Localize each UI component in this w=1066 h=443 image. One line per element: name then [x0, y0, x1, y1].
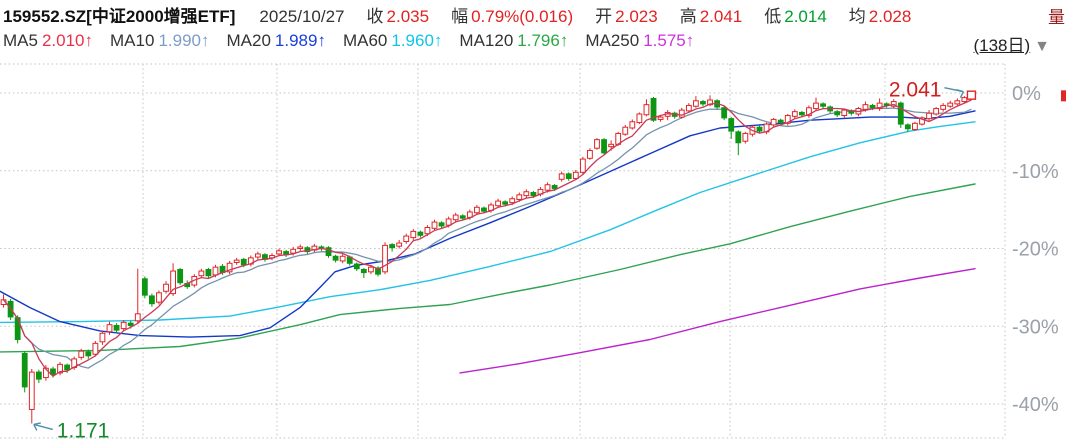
ma-legend-value: 1.960↑: [391, 31, 443, 50]
ma250-line: [459, 268, 976, 374]
ma-legend-value: 1.989↑: [274, 31, 326, 50]
ma-legend-item: MA120 1.796↑: [459, 31, 568, 50]
quote-field-label: 均: [848, 7, 866, 26]
y-axis-tick-label: -20%: [1012, 239, 1059, 261]
quote-field-label: 高: [679, 7, 697, 26]
ma10-line: [2, 107, 972, 369]
ma-legend-item: MA20 1.989↑: [226, 31, 325, 50]
quote-field-value: 2.041: [699, 7, 743, 26]
quote-field-value: 2.023: [615, 7, 658, 26]
ma-legend-value: 1.796↑: [517, 31, 569, 50]
ma-legend-label: MA120: [459, 31, 514, 50]
ma-legend-label: MA60: [342, 31, 388, 50]
ma20-line: [0, 110, 976, 338]
ma-legend-item: MA250 1.575↑: [585, 31, 694, 50]
quote-field: 高 2.041: [680, 7, 743, 26]
quote-date: 2025/10/27: [259, 7, 345, 26]
quote-field-label: 幅: [451, 7, 469, 26]
quote-field-label: 开: [595, 7, 613, 26]
quote-header-row: 159552.SZ[中证2000增强ETF] 2025/10/27 收 2.035…: [3, 2, 1066, 27]
axis-current-price-tag: [1061, 90, 1066, 102]
y-axis-tick-label: 0%: [1012, 83, 1041, 105]
ma120-line: [0, 183, 976, 353]
annotations-layer: 1.171 2.041: [33, 79, 1066, 442]
low-price-annotation: 1.171: [57, 419, 110, 442]
quote-field: 低 2.014: [764, 7, 827, 26]
ma60-line: [0, 121, 976, 324]
ma-legend-item: MA10 1.990↑: [110, 31, 209, 50]
ma5-line: [2, 99, 972, 377]
ma-legend-item: MA5 2.010↑: [3, 31, 93, 50]
quote-field: 均 2.028: [849, 7, 912, 26]
ma-legend-value: 1.575↑: [643, 31, 695, 50]
quote-field-value: 2.014: [784, 7, 827, 26]
quote-fields: 收 2.035 幅 0.79%(0.016) 开 2.023 高 2.041 低 2.014 均 2.…: [345, 2, 912, 27]
ma-legend-label: MA10: [110, 31, 155, 50]
ticker-name: 159552.SZ[中证2000增强ETF]: [3, 7, 236, 26]
last-price-marker: [966, 90, 977, 100]
dropdown-caret-icon[interactable]: ▼: [1034, 38, 1050, 55]
ma-legend-label: MA250: [585, 31, 640, 50]
ma-legend-row: MA5 2.010↑ MA10 1.990↑ MA20 1.989↑ MA60 1.960↑ M…: [3, 31, 1066, 55]
y-axis-tick-label: -10%: [1012, 161, 1059, 183]
volume-label-truncated: 量: [1048, 8, 1065, 27]
y-axis-tick-label: -40%: [1012, 394, 1059, 416]
ma-legend-label: MA20: [226, 31, 271, 50]
quote-field-label: 收: [366, 7, 384, 26]
period-selector[interactable]: (138日) ▼: [973, 31, 1050, 56]
grid-layer: 0% -10% -20% -30% -40%: [0, 63, 1059, 439]
quote-field-value: 2.028: [868, 7, 912, 26]
quote-field-value: 0.79%(0.016): [471, 7, 574, 26]
y-axis-tick-label: -30%: [1012, 316, 1059, 338]
quote-field: 开 2.023: [595, 7, 658, 26]
period-label[interactable]: (138日): [973, 36, 1031, 55]
ma-legend-items: MA5 2.010↑ MA10 1.990↑ MA20 1.989↑ MA60 1.960↑ M…: [3, 31, 711, 51]
high-price-annotation: 2.041: [889, 79, 942, 102]
quote-field: 幅 0.79%(0.016): [451, 7, 573, 26]
ma-legend-value: 2.010↑: [41, 31, 94, 50]
quote-field-value: 2.035: [386, 7, 430, 26]
quote-field-label: 低: [764, 7, 782, 26]
ma-legend-item: MA60 1.960↑: [343, 31, 442, 50]
candles-layer: [0, 90, 975, 424]
ma-legend-label: MA5: [3, 31, 38, 50]
quote-field: 收 2.035: [367, 7, 430, 26]
ma-legend-value: 1.990↑: [158, 31, 210, 50]
